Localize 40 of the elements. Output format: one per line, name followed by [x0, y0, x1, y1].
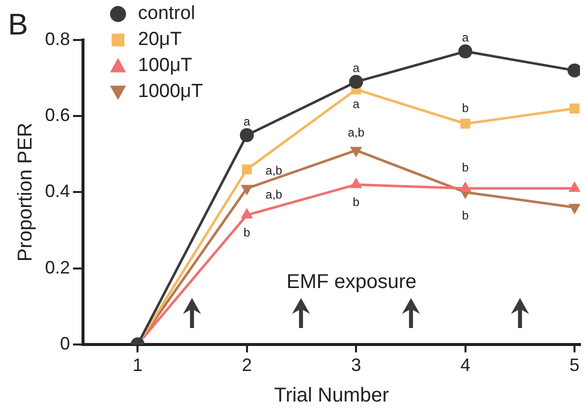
legend-label: control — [138, 3, 196, 24]
x-tick-label: 1 — [132, 355, 143, 376]
annotation: a — [352, 96, 360, 111]
y-tick-label: 0 — [60, 333, 70, 354]
x-axis-title: Trial Number — [274, 384, 390, 407]
x-tick-label: 4 — [460, 355, 470, 376]
annotation: a — [462, 30, 469, 45]
text: B — [8, 8, 28, 42]
annotation: a,b — [266, 164, 283, 178]
point — [570, 104, 580, 114]
point — [350, 178, 362, 188]
y-tick-label: 0.4 — [44, 181, 70, 202]
annotation: a — [244, 114, 251, 128]
point — [459, 181, 472, 192]
point — [349, 74, 364, 89]
legend-label: 100μT — [138, 55, 193, 76]
y-tick-label: 0.2 — [44, 257, 70, 278]
point — [460, 118, 470, 129]
point — [242, 164, 252, 174]
y-tick-label: 0.8 — [44, 28, 70, 49]
annotation: b — [462, 208, 469, 223]
x-tick-label: 3 — [351, 355, 362, 376]
annotation: a — [352, 61, 360, 76]
annotation: a,b — [266, 188, 283, 202]
annotation: EMF exposure — [286, 270, 417, 293]
x-tick-label: 5 — [570, 355, 580, 376]
point — [240, 128, 254, 142]
y-tick-label: 0.6 — [44, 105, 70, 126]
point — [240, 208, 253, 219]
legend-label: 1000μT — [138, 81, 204, 102]
annotation: a,b — [348, 126, 365, 140]
annotation: b — [352, 194, 360, 209]
point — [458, 44, 472, 58]
y-axis-title: Proportion PER — [14, 122, 37, 262]
x-tick-label: 2 — [242, 355, 252, 376]
annotation: b — [462, 101, 469, 116]
annotation: b — [244, 225, 251, 240]
annotation: b — [462, 160, 469, 175]
legend-label: 20μT — [138, 29, 182, 50]
point — [568, 181, 580, 192]
